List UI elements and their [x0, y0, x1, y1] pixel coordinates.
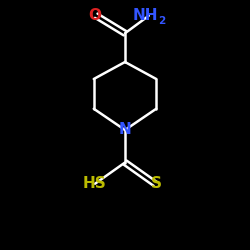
Text: NH: NH [132, 8, 158, 23]
Text: S: S [151, 176, 162, 191]
Text: HS: HS [83, 176, 107, 191]
Text: N: N [119, 122, 132, 138]
Text: 2: 2 [158, 16, 166, 26]
Text: O: O [88, 8, 102, 23]
